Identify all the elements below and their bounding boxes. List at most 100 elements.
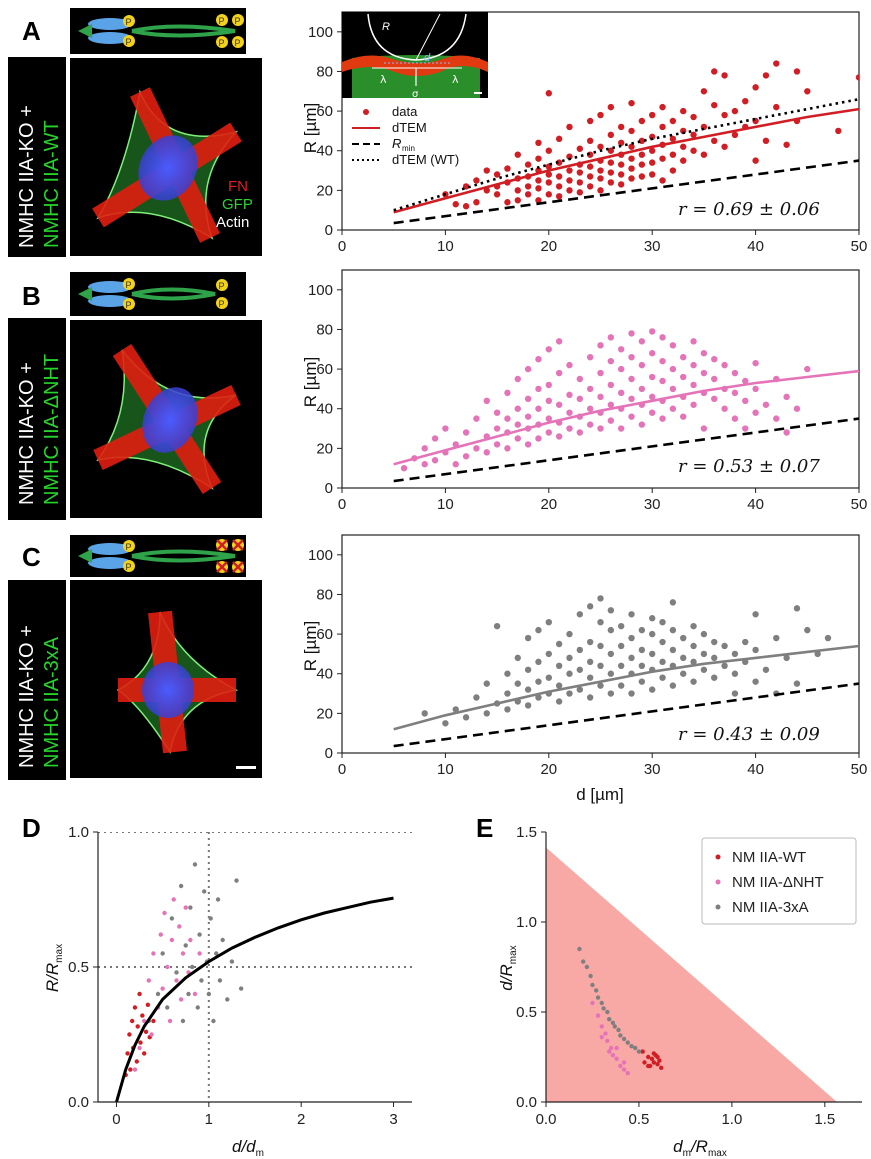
chart-d-xlabel-sub: m	[256, 1148, 264, 1159]
chart-e-xtick-label: 0.0	[536, 1111, 557, 1128]
chart-b-ylabel: R [µm]	[301, 357, 320, 407]
legend-e-label-3xa: NM IIA-3xA	[732, 899, 809, 916]
chart-c-point	[586, 638, 594, 646]
chart-e-xtick-label: 0.5	[629, 1111, 650, 1128]
chart-b-point	[638, 361, 646, 369]
chart-c-point	[607, 607, 615, 614]
chart-d-point	[208, 916, 213, 921]
inset-label-lambda-right: λ	[452, 73, 459, 86]
chart-a-point	[566, 187, 573, 194]
chart-e-ylabel-main: d/R	[497, 964, 516, 990]
chart-b-point	[586, 354, 594, 361]
chart-a-point	[514, 151, 521, 158]
chart-e-ytick-label: 0.5	[516, 1004, 537, 1021]
chart-a-xtick-label: 40	[747, 238, 764, 255]
chart-c-point	[597, 595, 604, 602]
chart-d-point	[162, 910, 167, 916]
chart-e-point	[610, 1053, 616, 1058]
chart-c-point	[628, 611, 635, 618]
chart-c-point	[659, 638, 666, 646]
chart-e-xtick-label: 1.5	[814, 1111, 835, 1128]
chart-a-point	[535, 139, 542, 146]
chart-a-point	[473, 199, 480, 206]
svg-text:P: P	[126, 562, 132, 572]
chart-d-point	[134, 1059, 139, 1064]
svg-text:P: P	[235, 38, 241, 48]
chart-c-point	[659, 658, 666, 666]
chart-a-point	[638, 161, 646, 168]
chart-c-point	[617, 622, 625, 630]
chart-a-ytick-label: 40	[316, 143, 333, 160]
chart-a-point	[493, 191, 501, 198]
chart-a-annotation: r = 0.69 ± 0.06	[678, 199, 820, 220]
chart-b-point	[731, 369, 739, 377]
chart-b-point	[659, 415, 666, 422]
chart-a-point	[607, 103, 615, 111]
chart-d-point	[206, 991, 212, 997]
chart-c-point	[628, 634, 635, 642]
chart-d-xlabel-main: d/d	[232, 1137, 256, 1156]
chart-c-point	[700, 650, 708, 658]
chart-b-point	[431, 457, 439, 464]
chart-d-curve	[115, 896, 394, 1102]
chart-b-ytick-label: 0	[325, 480, 333, 497]
chart-d-xtick-label: 3	[389, 1111, 397, 1128]
chart-b-point	[617, 365, 625, 373]
chart-c-point	[576, 686, 584, 693]
chart-b-point	[690, 338, 697, 345]
chart-b-point	[586, 421, 594, 428]
chart-a-point	[628, 99, 635, 107]
chart-d-point	[192, 991, 198, 997]
chart-c-ytick-label: 40	[316, 666, 333, 683]
chart-a-point	[752, 157, 759, 164]
chart-c-point	[607, 670, 615, 677]
chart-a-ytick-label: 60	[316, 103, 333, 120]
chart-a-point	[731, 107, 739, 115]
chart-c-xtick-label: 10	[437, 761, 454, 778]
chart-a-point	[638, 173, 646, 180]
myosin-schematic-c	[70, 535, 246, 577]
chart-a-point	[586, 137, 594, 145]
chart-d-xlabel: d/dm	[232, 1137, 264, 1159]
chart-a-point	[617, 181, 625, 188]
chart-a-point	[783, 141, 790, 148]
chart-d-point	[214, 951, 219, 956]
chart-a-point	[576, 169, 584, 176]
chart-c-point	[649, 686, 656, 693]
chart-a-xtick-label: 0	[338, 238, 346, 255]
chart-a-point	[607, 131, 615, 139]
chart-c-point	[721, 642, 728, 650]
chart-a-point	[628, 165, 635, 172]
chart-b-point	[473, 445, 480, 452]
chart-d-point	[137, 1045, 142, 1051]
side-label-c-line1: NMHC IIA-KO +	[16, 625, 38, 768]
chart-b-point	[638, 385, 646, 393]
inset-label-lambda-left: λ	[380, 73, 387, 86]
chart-d-point	[165, 964, 170, 970]
chart-a-point	[617, 161, 625, 168]
chart-c-point	[555, 698, 563, 705]
chart-e-point	[625, 1040, 630, 1045]
chart-b-point	[597, 393, 604, 401]
chart-d-point	[135, 1024, 140, 1029]
chart-c-point	[586, 694, 594, 701]
chart-b-solid-curve	[393, 369, 859, 466]
chart-a-point	[638, 151, 646, 158]
chart-e-ytick-label: 0.0	[516, 1094, 537, 1111]
chart-b-point	[504, 415, 511, 422]
chart-e-point	[659, 1065, 664, 1071]
chart-c-point	[752, 611, 759, 618]
chart-d-point	[217, 978, 223, 983]
chart-e-ytick-label: 1.5	[516, 824, 537, 841]
chart-e-point	[584, 964, 590, 970]
chart-b-point	[783, 429, 790, 436]
chart-d-point	[192, 862, 198, 867]
chart-d-point	[190, 964, 195, 970]
side-label-box-c	[8, 580, 66, 780]
chart-b-point	[493, 409, 501, 416]
chart-a-point	[617, 139, 625, 146]
chart-a-point	[762, 137, 770, 145]
chart-c-point	[669, 682, 677, 689]
chart-b-point	[638, 338, 646, 345]
